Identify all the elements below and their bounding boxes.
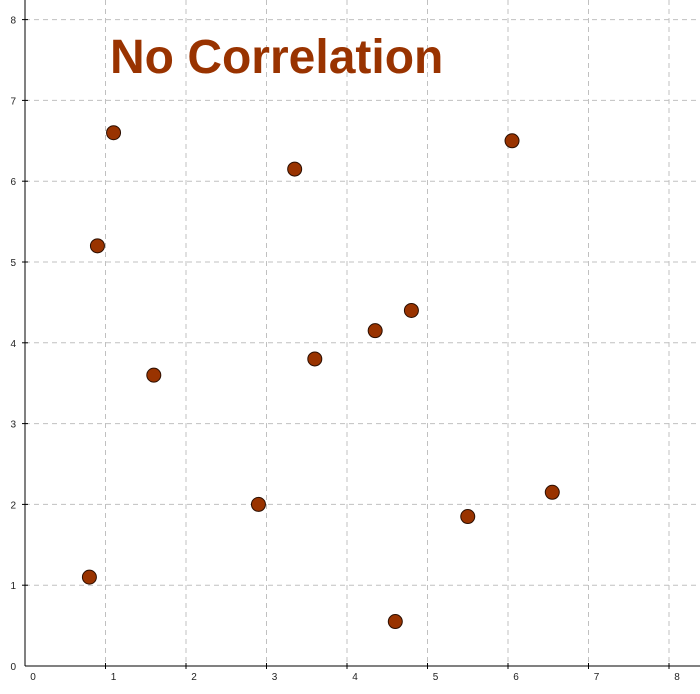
y-tick-label-0: 0: [10, 662, 16, 673]
data-point-6: [307, 351, 323, 367]
tick-labels: 0 1 2 3 4 5 6 7 8 0 1 2 3 4 5 6 7 8: [10, 16, 680, 683]
data-point-11: [504, 133, 520, 149]
data-point-10: [460, 509, 476, 525]
data-point-3: [146, 367, 162, 383]
y-tick-label-2: 2: [10, 500, 16, 511]
y-tick-label-8: 8: [10, 16, 16, 27]
data-point-1: [89, 238, 105, 254]
x-tick-label-6: 6: [513, 672, 519, 683]
data-point-12: [544, 484, 560, 500]
data-points: [81, 125, 560, 630]
x-tick-label-7: 7: [594, 672, 600, 683]
x-tick-label-1: 1: [111, 672, 117, 683]
chart-title: No Correlation: [110, 31, 443, 84]
y-tick-label-7: 7: [10, 96, 16, 107]
x-tick-label-8: 8: [674, 672, 680, 683]
x-tick-label-0: 0: [30, 672, 36, 683]
axes: [22, 0, 700, 669]
data-point-2: [106, 125, 122, 141]
data-point-0: [81, 569, 97, 585]
y-tick-label-3: 3: [10, 420, 16, 431]
data-point-8: [387, 614, 403, 630]
x-tick-label-2: 2: [191, 672, 197, 683]
y-tick-label-5: 5: [10, 258, 16, 269]
data-point-4: [250, 496, 266, 512]
data-point-5: [287, 161, 303, 177]
y-tick-label-6: 6: [10, 177, 16, 188]
y-tick-label-1: 1: [10, 581, 16, 592]
x-tick-label-4: 4: [352, 672, 358, 683]
x-tick-label-5: 5: [433, 672, 439, 683]
data-point-9: [403, 302, 419, 318]
grid: [25, 0, 700, 666]
data-point-7: [367, 323, 383, 339]
x-tick-label-3: 3: [272, 672, 278, 683]
y-tick-label-4: 4: [10, 339, 16, 350]
